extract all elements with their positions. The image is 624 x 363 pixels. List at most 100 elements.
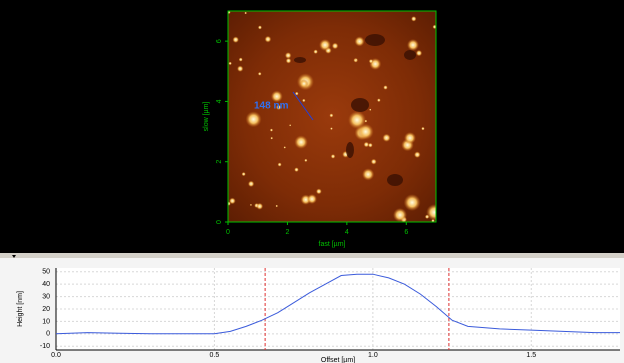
profile-line xyxy=(55,273,620,335)
y-axis-label: Height [nm] xyxy=(17,291,24,327)
dark-patch xyxy=(365,34,385,46)
particle xyxy=(383,85,388,90)
particle xyxy=(393,208,407,222)
y-tick-label: 0 xyxy=(46,331,50,338)
particle xyxy=(431,218,435,222)
particle xyxy=(257,25,262,30)
x-axis-label: fast [µm] xyxy=(319,241,346,248)
dark-patch xyxy=(404,50,416,60)
splitter[interactable] xyxy=(0,253,624,258)
particle xyxy=(415,49,423,57)
y-tick-label: 6 xyxy=(216,39,223,43)
particle xyxy=(432,24,436,30)
particle xyxy=(413,151,421,158)
particle xyxy=(238,57,243,62)
dark-patch xyxy=(346,142,354,158)
particle xyxy=(313,49,318,54)
x-tick-label: 6 xyxy=(404,229,408,236)
particle xyxy=(228,61,232,66)
measure-line xyxy=(292,91,314,121)
particle xyxy=(275,104,282,110)
image-frame xyxy=(227,10,437,223)
particle xyxy=(315,188,322,195)
particle xyxy=(283,146,286,149)
y-tick-label: -10 xyxy=(40,343,50,350)
particle xyxy=(411,16,417,22)
particle xyxy=(257,71,262,76)
particle xyxy=(330,154,336,159)
particle xyxy=(307,194,317,204)
y-tick-label: 10 xyxy=(42,318,50,325)
particle xyxy=(270,136,274,140)
particle xyxy=(236,65,244,72)
particle xyxy=(245,111,262,128)
particle xyxy=(275,204,278,208)
x-tick-label: 2 xyxy=(285,229,289,236)
particle xyxy=(329,113,334,118)
y-tick-label: 20 xyxy=(42,306,50,313)
particle xyxy=(241,172,246,177)
particle xyxy=(331,42,339,50)
particle xyxy=(368,142,373,148)
particle xyxy=(294,167,299,173)
particle xyxy=(285,57,292,64)
collapse-arrow[interactable] xyxy=(12,255,16,258)
x-tick-label: 0 xyxy=(226,229,230,236)
particle xyxy=(304,158,308,162)
particle xyxy=(269,128,274,132)
dark-patch xyxy=(351,98,369,112)
particle xyxy=(403,194,421,211)
particle xyxy=(229,197,236,205)
particle xyxy=(289,124,292,127)
particle xyxy=(362,168,375,181)
particle xyxy=(277,162,282,167)
x-tick-label: 1.5 xyxy=(526,352,536,359)
dark-patch xyxy=(294,57,306,63)
x-tick-label: 0.0 xyxy=(51,352,61,359)
y-tick-label: 2 xyxy=(216,160,223,164)
y-tick-label: 50 xyxy=(42,269,50,276)
x-tick-label: 4 xyxy=(345,229,349,236)
particle xyxy=(363,141,370,148)
particle xyxy=(319,39,331,51)
y-tick-label: 4 xyxy=(216,99,223,103)
x-axis-label: Offset [µm] xyxy=(321,357,355,363)
particle xyxy=(302,98,306,103)
particle xyxy=(421,126,425,131)
particle xyxy=(284,52,292,59)
particle xyxy=(228,11,231,15)
particle xyxy=(369,108,372,111)
particle xyxy=(357,123,374,140)
particle xyxy=(355,58,358,61)
y-axis-label: slow [µm] xyxy=(203,102,210,132)
annotation: 148 nm xyxy=(254,101,289,112)
particle xyxy=(382,133,391,142)
particle xyxy=(264,35,272,43)
particle xyxy=(348,111,366,129)
particle xyxy=(270,90,283,103)
afm-image xyxy=(228,11,436,222)
x-tick-label: 1.0 xyxy=(368,352,378,359)
particle xyxy=(299,79,309,88)
particle xyxy=(247,180,255,188)
particle xyxy=(368,59,374,64)
particle xyxy=(354,36,365,47)
particle xyxy=(294,135,308,149)
particle xyxy=(232,36,239,43)
y-tick-label: 30 xyxy=(42,293,50,300)
particle xyxy=(249,203,253,206)
particle xyxy=(424,214,430,219)
particle xyxy=(377,98,381,103)
y-tick-label: 0 xyxy=(216,220,223,224)
dark-patch xyxy=(387,174,403,186)
x-tick-label: 0.5 xyxy=(210,352,220,359)
particle xyxy=(370,158,377,165)
particle xyxy=(244,11,247,15)
particle xyxy=(294,91,299,96)
particle xyxy=(256,202,264,210)
y-tick-label: 40 xyxy=(42,281,50,288)
particle xyxy=(407,39,419,51)
particle xyxy=(404,132,416,144)
